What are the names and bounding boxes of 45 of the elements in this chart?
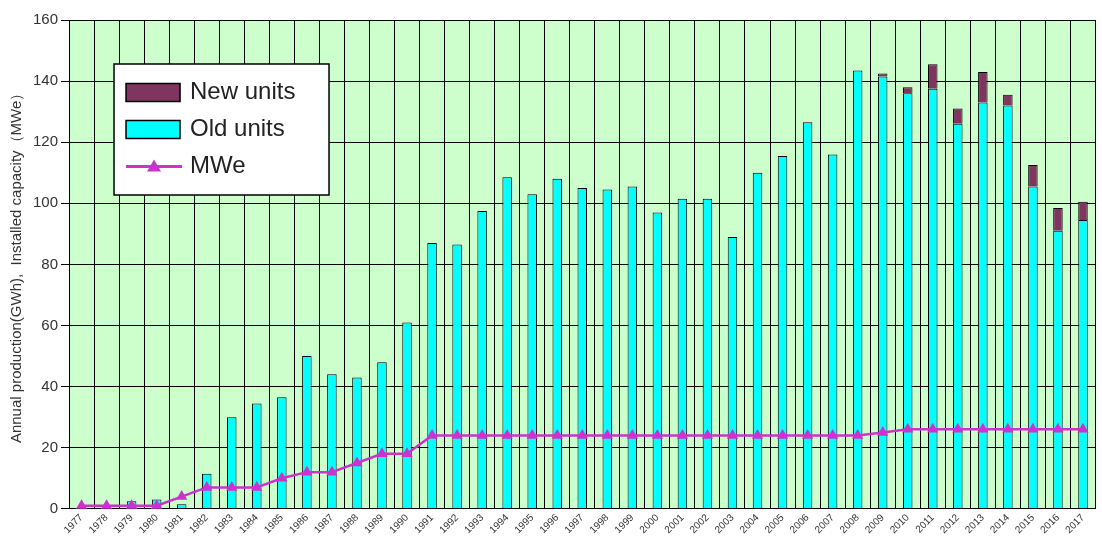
point xyxy=(176,491,187,500)
point xyxy=(627,430,638,439)
legend-label: MWe xyxy=(190,151,246,179)
y-tick-label: 0 xyxy=(49,498,59,516)
point xyxy=(427,430,437,439)
point xyxy=(76,500,87,509)
point xyxy=(877,427,888,436)
point xyxy=(202,482,212,491)
point xyxy=(352,457,362,467)
legend-label: New units xyxy=(190,77,296,105)
y-tick-label: 100 xyxy=(33,193,59,211)
point xyxy=(1078,424,1088,433)
point xyxy=(802,430,813,439)
y-tick-label: 140 xyxy=(33,71,59,89)
point xyxy=(777,430,788,439)
point xyxy=(577,430,587,439)
point xyxy=(527,430,537,439)
point xyxy=(727,430,738,439)
y-tick-label: 120 xyxy=(33,132,59,150)
point xyxy=(101,500,112,509)
y-tick-label: 20 xyxy=(41,437,59,455)
y-tick-label: 40 xyxy=(41,376,59,394)
point xyxy=(552,430,562,439)
point xyxy=(652,430,663,439)
point xyxy=(227,482,237,491)
legend-label: Old units xyxy=(190,114,285,142)
point xyxy=(277,472,287,482)
point xyxy=(302,466,312,476)
point xyxy=(327,466,337,476)
point xyxy=(702,430,713,439)
point xyxy=(602,430,613,439)
point xyxy=(452,430,462,439)
point xyxy=(477,430,487,439)
point xyxy=(377,448,387,458)
point xyxy=(752,430,763,439)
point xyxy=(827,430,838,439)
y-tick-label: 60 xyxy=(41,315,59,333)
point xyxy=(402,448,412,458)
y-tick-label: 160 xyxy=(33,10,59,28)
y-tick-label: 80 xyxy=(41,254,59,272)
y-axis-title: Annual production(GWh), Installed capacity（MWe） xyxy=(7,85,25,444)
point xyxy=(677,430,688,439)
point xyxy=(252,482,262,491)
point xyxy=(502,430,512,439)
point xyxy=(852,430,863,439)
